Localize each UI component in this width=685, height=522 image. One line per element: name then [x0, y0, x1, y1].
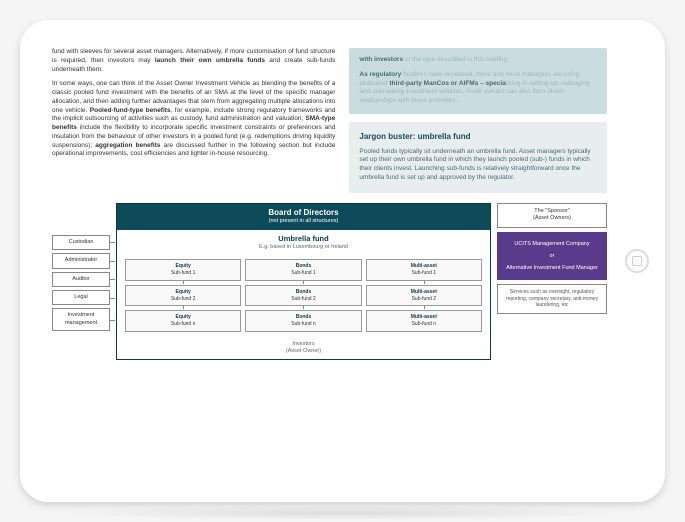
service-box: Auditor: [52, 272, 110, 287]
bod-sub: (not present in all structures): [121, 218, 486, 225]
text: (Asset Owners): [533, 215, 571, 221]
tablet-frame: fund with sleeves for several asset mana…: [20, 20, 665, 502]
structure-diagram: Custodian Administrator Auditor Legal Invest…: [52, 203, 607, 360]
bold-text: third-party ManCos or AIFMs – specia: [389, 80, 505, 87]
subfund-cell: Multi-assetSub-fund n: [366, 310, 482, 332]
text: Investors: [292, 341, 314, 347]
bold-text: As regulatory: [359, 71, 401, 78]
jargon-title: Jargon buster: umbrella fund: [359, 132, 597, 143]
umbrella-sub: E.g. based in Luxembourg or Ireland: [121, 244, 486, 251]
document-screen: fund with sleeves for several asset mana…: [42, 42, 617, 480]
investors-label: Investors (Asset Owner): [117, 338, 490, 359]
management-box: UCITS Management Company or Alternative …: [497, 232, 607, 281]
para-1: fund with sleeves for several asset mana…: [52, 48, 335, 74]
jargon-box: Jargon buster: umbrella fund Pooled fund…: [349, 122, 607, 193]
right-column: with investors of the type described in …: [349, 48, 607, 193]
diagram-left-boxes: Custodian Administrator Auditor Legal Invest…: [52, 235, 110, 332]
text: (Asset Owner): [286, 348, 321, 354]
text: UCITS Management Company: [503, 240, 601, 248]
home-button[interactable]: [625, 249, 649, 273]
bold-text: launch their own umbrella funds: [155, 57, 265, 64]
jargon-body: Pooled funds typically sit underneath an…: [359, 148, 597, 183]
board-of-directors: Board of Directors (not present in all s…: [117, 204, 490, 230]
sponsor-box: The "Sponsor" (Asset Owners): [497, 203, 607, 228]
service-box: Legal: [52, 290, 110, 305]
services-box: Services such as oversight, regulatory r…: [497, 284, 607, 314]
callout-box: with investors of the type described in …: [349, 48, 607, 114]
reflection: [52, 506, 633, 520]
subfund-cell: Multi-assetSub-fund 2: [366, 285, 482, 307]
subfund-cell: BondsSub-fund n: [245, 310, 361, 332]
umbrella-title: Umbrella fund: [121, 234, 486, 244]
bod-title: Board of Directors: [121, 208, 486, 219]
diagram-center: Board of Directors (not present in all s…: [116, 203, 491, 360]
diagram-right: The "Sponsor" (Asset Owners) UCITS Manag…: [497, 203, 607, 314]
bold-text: Pooled-fund-type benefits: [90, 107, 171, 114]
service-box: Custodian: [52, 235, 110, 250]
subfund-cell: Multi-assetSub-fund 1: [366, 259, 482, 281]
bold-text: with investors: [359, 56, 403, 63]
subfund-cell: EquitySub-fund n: [125, 310, 241, 332]
umbrella-header: Umbrella fund E.g. based in Luxembourg o…: [117, 230, 490, 256]
subfund-cell: EquitySub-fund 2: [125, 285, 241, 307]
service-box: Administrator: [52, 253, 110, 268]
left-column: fund with sleeves for several asset mana…: [52, 48, 335, 193]
text: of the type described in this briefing.: [403, 56, 509, 63]
text: Alternative Investment Fund Manager: [503, 264, 601, 272]
service-box: Investment management: [52, 308, 110, 331]
subfund-cell: EquitySub-fund 1: [125, 259, 241, 281]
bold-text: aggregation benefits: [95, 142, 160, 149]
para-2: In some ways, one can think of the Asset…: [52, 80, 335, 159]
subfund-grid: EquitySub-fund 1BondsSub-fund 1Multi-ass…: [117, 255, 490, 338]
subfund-cell: BondsSub-fund 2: [245, 285, 361, 307]
text: burdens have increased, more and more ma…: [401, 71, 570, 78]
text: The "Sponsor": [534, 208, 569, 214]
text: or: [503, 252, 601, 260]
text: tment vehicles. Asset owners can also fo…: [421, 88, 562, 95]
subfund-cell: BondsSub-fund 1: [245, 259, 361, 281]
